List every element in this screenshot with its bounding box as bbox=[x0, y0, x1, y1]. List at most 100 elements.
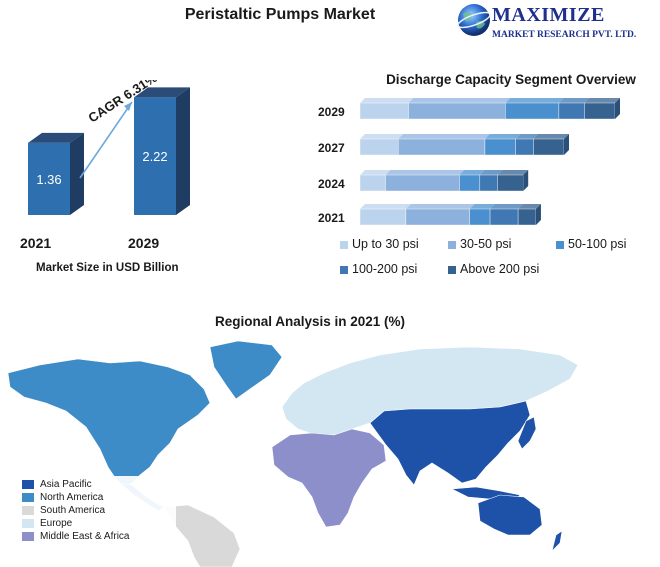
segment-2027-4 bbox=[533, 138, 565, 156]
legend-50-100: 50-100 psi bbox=[556, 237, 626, 251]
segment-2024-2 bbox=[459, 174, 481, 192]
region-new-zealand bbox=[551, 530, 563, 552]
legend-label: 30-50 psi bbox=[460, 237, 512, 251]
map-legend-item: Middle East & Africa bbox=[22, 530, 172, 543]
segment-2029-3 bbox=[558, 102, 585, 120]
segment-top-2027-0 bbox=[360, 134, 404, 139]
legend-swatch bbox=[22, 505, 34, 515]
segment-2024-3 bbox=[479, 174, 498, 192]
segment-2024-1 bbox=[385, 174, 460, 192]
legend-label: 50-100 psi bbox=[568, 237, 627, 251]
legend-label: 100-200 psi bbox=[352, 262, 418, 276]
map-title: Regional Analysis in 2021 (%) bbox=[214, 314, 406, 329]
bar-top-2029 bbox=[134, 87, 190, 98]
legend-label: South America bbox=[40, 505, 106, 516]
segment-top-2021-4 bbox=[518, 204, 541, 209]
segment-2024-0 bbox=[359, 174, 386, 192]
segment-2029-4 bbox=[584, 102, 616, 120]
map-legend-item: Europe bbox=[22, 517, 172, 530]
segment-2021-1 bbox=[405, 208, 470, 226]
bar-top-2021 bbox=[28, 132, 84, 143]
region-north-america bbox=[7, 358, 211, 488]
segment-top-2024-3 bbox=[479, 170, 503, 175]
legend-label: North America bbox=[40, 492, 104, 503]
legend-label: Above 200 psi bbox=[460, 262, 540, 276]
bar-side-2021 bbox=[70, 132, 84, 215]
segment-top-2021-1 bbox=[405, 204, 475, 209]
segment-top-2024-2 bbox=[459, 170, 485, 175]
region-middle-east-africa bbox=[271, 428, 387, 528]
map-legend: Asia Pacific North America South America… bbox=[18, 476, 176, 545]
legend-label: Europe bbox=[40, 518, 73, 529]
segment-top-2021-3 bbox=[490, 204, 524, 209]
region-greenland bbox=[209, 340, 283, 400]
legend-swatch bbox=[448, 265, 456, 274]
segment-chart: 2029 2027 2024 2021 bbox=[318, 98, 620, 226]
segment-chart-title: Discharge Capacity Segment Overview bbox=[386, 72, 636, 87]
segment-2021-4 bbox=[517, 208, 537, 226]
x-tick-2021: 2021 bbox=[20, 235, 52, 251]
legend-label: Middle East & Africa bbox=[40, 531, 130, 542]
page-title: Peristaltic Pumps Market bbox=[184, 6, 376, 23]
segment-2029-2 bbox=[505, 102, 560, 120]
legend-label: Asia Pacific bbox=[40, 479, 92, 490]
segment-top-2029-3 bbox=[558, 98, 590, 103]
segment-top-2029-1 bbox=[408, 98, 511, 103]
legend-swatch bbox=[22, 518, 34, 528]
bar-side-2029 bbox=[176, 87, 190, 215]
region-australia bbox=[477, 494, 543, 536]
segment-2021-3 bbox=[489, 208, 519, 226]
region-japan bbox=[517, 416, 537, 450]
segment-2021-2 bbox=[469, 208, 491, 226]
segment-2021-0 bbox=[359, 208, 407, 226]
bar-end-2021 bbox=[535, 204, 541, 225]
legend-swatch bbox=[22, 492, 34, 502]
map-legend-item: Asia Pacific bbox=[22, 478, 172, 491]
legend-30-50: 30-50 psi bbox=[448, 237, 511, 251]
y-tick-2021: 2021 bbox=[318, 211, 345, 225]
segment-top-2027-3 bbox=[515, 134, 539, 139]
legend-swatch bbox=[22, 531, 34, 541]
segment-top-2021-2 bbox=[469, 204, 496, 209]
segment-top-2027-1 bbox=[398, 134, 490, 139]
segment-2027-0 bbox=[359, 138, 399, 156]
globe-icon bbox=[457, 4, 491, 36]
y-tick-2024: 2024 bbox=[318, 177, 345, 191]
legend-above-200: Above 200 psi bbox=[448, 262, 539, 276]
segment-2024-4 bbox=[497, 174, 524, 192]
legend-swatch bbox=[22, 479, 34, 489]
map-legend-item: South America bbox=[22, 504, 172, 517]
cagr-arrow bbox=[79, 101, 133, 179]
legend-swatch bbox=[556, 240, 564, 249]
bar-end-2029 bbox=[615, 98, 620, 119]
bar-end-2024 bbox=[523, 170, 529, 191]
segment-2029-0 bbox=[359, 102, 409, 120]
segment-top-2021-0 bbox=[360, 204, 411, 209]
segment-top-2029-4 bbox=[584, 98, 620, 103]
x-tick-2029: 2029 bbox=[128, 235, 160, 251]
bar-2021 bbox=[28, 142, 70, 215]
logo-subtitle: MARKET RESEARCH PVT. LTD. bbox=[492, 30, 637, 40]
logo-name: MAXIMIZE bbox=[492, 4, 605, 26]
x-axis-label: Market Size in USD Billion bbox=[36, 262, 179, 274]
y-tick-2027: 2027 bbox=[318, 141, 345, 155]
segment-top-2029-2 bbox=[505, 98, 564, 103]
region-south-america bbox=[163, 504, 241, 567]
segment-top-2024-1 bbox=[385, 170, 465, 175]
segment-2029-1 bbox=[408, 102, 506, 120]
segment-top-2027-2 bbox=[484, 134, 521, 139]
segment-top-2024-0 bbox=[360, 170, 391, 175]
legend-label: Up to 30 psi bbox=[352, 237, 419, 251]
region-asia-pacific bbox=[369, 400, 531, 486]
legend-100-200: 100-200 psi bbox=[340, 262, 417, 276]
segment-2027-1 bbox=[398, 138, 486, 156]
legend-swatch bbox=[448, 240, 456, 249]
map-legend-item: North America bbox=[22, 491, 172, 504]
segment-top-2027-4 bbox=[533, 134, 569, 139]
segment-top-2024-4 bbox=[497, 170, 529, 175]
segment-top-2029-0 bbox=[360, 98, 414, 103]
cagr-arrowhead bbox=[124, 102, 132, 111]
market-size-chart: 1.362.22 CAGR 6.31% bbox=[28, 80, 190, 215]
legend-swatch bbox=[340, 265, 348, 274]
bar-2029 bbox=[134, 97, 176, 215]
